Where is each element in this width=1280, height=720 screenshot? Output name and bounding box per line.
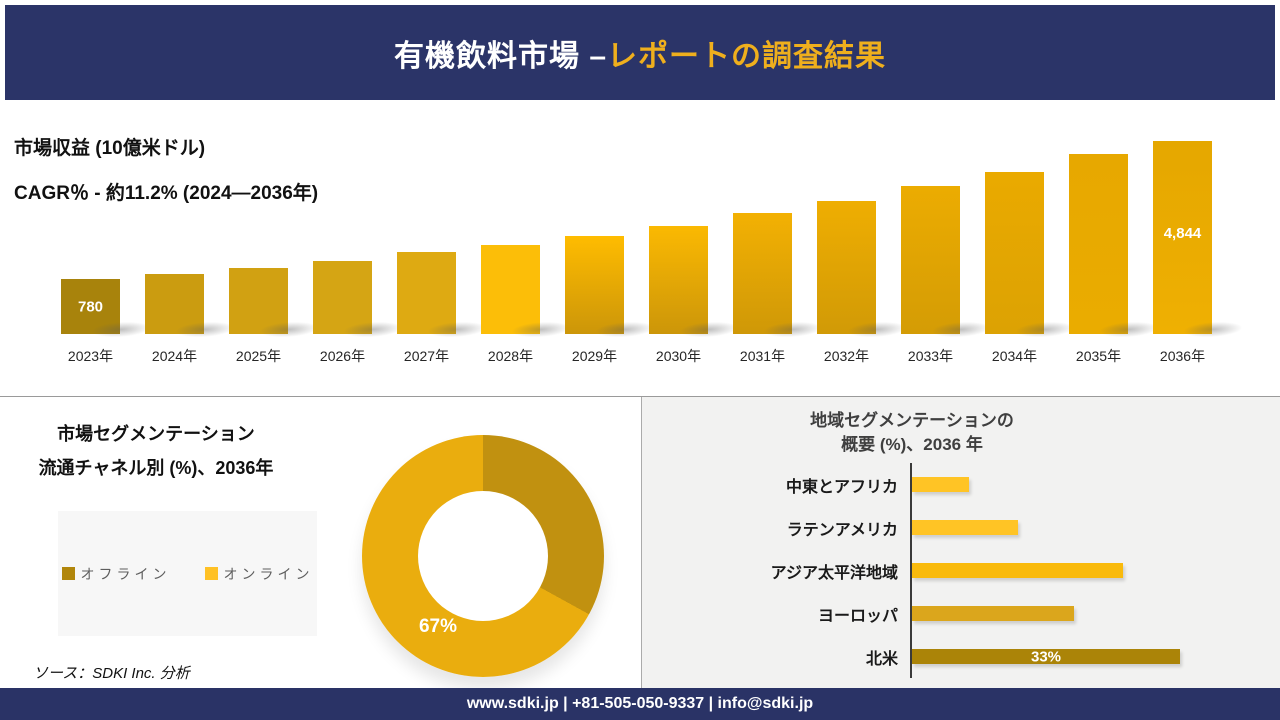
footer-bar: www.sdki.jp | +81-505-050-9337 | info@sd… [0,688,1280,720]
metric-label: 市場収益 (10億米ドル) [14,138,206,159]
bar-year-label: 2031年 [739,348,786,364]
region-row: ヨーロッパ [642,592,1242,635]
region-bar-area [910,549,1242,592]
bar-year-label: 2034年 [991,348,1038,364]
region-bar [912,520,1018,535]
bar-year-label: 2024年 [151,348,198,364]
region-value-label: 33% [1030,648,1062,665]
region-label: アジア太平洋地域 [770,564,898,582]
bar-year-label: 2033年 [907,348,954,364]
region-bar-chart: 中東とアフリカ ラテンアメリカアジア太平洋地域ヨーロッパ北米 33% [642,463,1242,678]
revenue-bar-column: 2026年 [313,132,372,364]
revenue-bar [985,172,1044,334]
region-bar [912,563,1123,578]
region-bar: 33% [912,648,1180,665]
region-bar-area [910,463,1242,506]
revenue-bar [733,213,792,334]
page-title-accent: レポートの調査結果 [607,39,887,73]
region-bar-area: 33% [910,635,1242,678]
region-bar [912,606,1074,621]
region-row: 中東とアフリカ [642,463,1242,506]
regions-panel-background [642,397,1280,688]
region-bar [912,477,969,492]
section-divider-horizontal [0,396,1280,397]
revenue-bar-column: 2030年 [649,132,708,364]
region-row: 北米 33% [642,635,1242,678]
segmentation-title-line1: 市場セグメンテーション [57,424,255,444]
regions-title-line2: 概要 (%)、2036 年 [841,435,983,454]
revenue-bar [397,252,456,334]
source-note: ソース：SDKI Inc. 分析 [33,665,190,682]
legend-swatch [61,567,75,580]
bar-year-label: 2025年 [235,348,282,364]
page-title: 有機飲料市場 –レポートの調査結果 [394,31,886,75]
revenue-bar-column: 2025年 [229,132,288,364]
revenue-bar [229,268,288,334]
region-bar-area [910,592,1242,635]
regions-title-line1: 地域セグメンテーションの [810,411,1014,430]
legend-label: オフライン [80,565,171,582]
revenue-bar [1069,154,1128,334]
revenue-bar-column: 4,844 2036年 [1153,132,1212,364]
region-bar-area [910,506,1242,549]
footer-contact: www.sdki.jp | +81-505-050-9337 | info@sd… [466,695,814,712]
revenue-bar-column: 2032年 [817,132,876,364]
donut-share-label: 67% [418,616,458,637]
revenue-bar-column: 2028年 [481,132,540,364]
bar-year-label: 2023年 [67,348,114,364]
cagr-label: CAGR％ - 約11.2% (2024―2036年) [14,183,319,204]
legend-swatch [204,567,218,580]
bar-value-label: 4,844 [1163,225,1202,242]
region-row: アジア太平洋地域 [642,549,1242,592]
revenue-bar-column: 2031年 [733,132,792,364]
revenue-bar-column: 2024年 [145,132,204,364]
legend-item: オンライン [204,564,314,584]
legend-item: オフライン [61,564,171,584]
page-title-main: 有機飲料市場 – [393,39,608,73]
revenue-bar-column: 2035年 [1069,132,1128,364]
region-label: 北米 [865,650,898,668]
bar-value-label: 780 [77,298,104,315]
revenue-bar [817,201,876,334]
revenue-bar-column: 780 2023年 [61,132,120,364]
revenue-bar: 4,844 [1153,141,1212,334]
channel-donut-chart: 67% [362,435,604,677]
segmentation-title-line2: 流通チャネル別 (%)、2036年 [38,458,274,478]
legend-label: オンライン [223,565,314,582]
bar-year-label: 2028年 [487,348,534,364]
revenue-bar-column: 2029年 [565,132,624,364]
bar-year-label: 2036年 [1159,348,1206,364]
header-banner: 有機飲料市場 –レポートの調査結果 [5,5,1275,100]
revenue-bar [481,245,540,334]
revenue-bar [901,186,960,334]
revenue-bar-chart: 780 2023年 2024年 2025年 2026年 2027年 2028年 2029年 20… [61,132,1212,364]
section-divider-vertical [641,397,642,688]
revenue-bar [649,226,708,334]
revenue-bar [313,261,372,334]
region-row: ラテンアメリカ [642,506,1242,549]
bar-year-label: 2035年 [1075,348,1122,364]
revenue-bar [145,274,204,334]
region-label: 中東とアフリカ [785,478,898,496]
bar-year-label: 2030年 [655,348,702,364]
revenue-bar [565,236,624,334]
revenue-bar-column: 2033年 [901,132,960,364]
region-label: ラテンアメリカ [786,521,898,539]
region-label: ヨーロッパ [817,607,898,625]
revenue-bar-column: 2034年 [985,132,1044,364]
bar-year-label: 2027年 [403,348,450,364]
bar-year-label: 2026年 [319,348,366,364]
revenue-bar-column: 2027年 [397,132,456,364]
bar-year-label: 2029年 [571,348,618,364]
bar-year-label: 2032年 [823,348,870,364]
channel-legend: オフライン オンライン [58,511,317,636]
revenue-bar: 780 [61,279,120,334]
